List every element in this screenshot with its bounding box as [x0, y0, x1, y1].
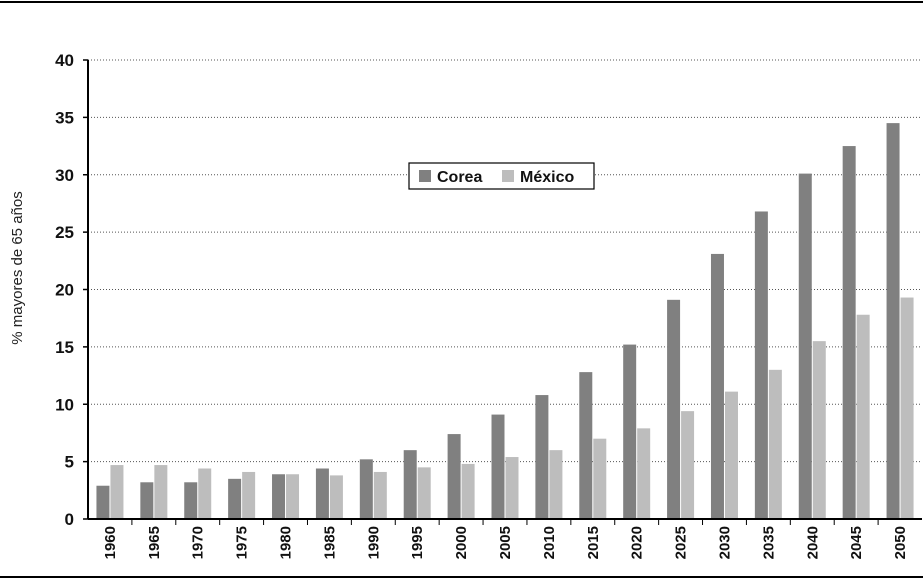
bar-mxico-2005 — [505, 457, 519, 519]
bar-mxico-1985 — [329, 475, 343, 519]
bar-mxico-1980 — [286, 474, 300, 519]
bar-mxico-1990 — [373, 471, 387, 519]
x-tick-label: 1990 — [365, 526, 382, 559]
x-tick-label: 2035 — [760, 526, 777, 559]
axes — [87, 60, 922, 520]
bar-corea-1970 — [184, 482, 198, 519]
y-tick-label: 5 — [65, 453, 74, 472]
bar-corea-2040 — [798, 173, 812, 520]
legend-swatch-corea — [419, 170, 431, 182]
x-tick-label: 2025 — [673, 526, 690, 559]
y-tick-label: 35 — [55, 108, 74, 127]
x-tick-label: 2030 — [716, 526, 733, 559]
bar-mxico-1965 — [154, 465, 168, 519]
bar-corea-2020 — [623, 344, 637, 519]
x-tick-label: 1965 — [146, 526, 163, 559]
x-tick-label: 2020 — [629, 526, 646, 559]
bar-corea-2030 — [710, 253, 724, 520]
bar-corea-2035 — [754, 211, 768, 519]
bar-corea-2050 — [886, 123, 900, 520]
bar-mxico-2015 — [593, 438, 607, 519]
legend: Corea México — [408, 162, 595, 190]
bar-corea-1960 — [96, 485, 110, 519]
x-tick-label: 1980 — [278, 526, 295, 559]
x-tick-label: 2010 — [541, 526, 558, 559]
x-tick-label: 1975 — [234, 526, 251, 559]
x-tick-label: 2015 — [585, 526, 602, 559]
x-tick-label: 1970 — [190, 526, 207, 559]
bar-mxico-1995 — [417, 467, 431, 519]
y-tick-label: 0 — [65, 510, 74, 529]
x-tick-label: 1960 — [102, 526, 119, 559]
y-tick-labels: 0 5 10 15 20 25 30 35 40 — [55, 51, 74, 529]
bar-mxico-2030 — [724, 391, 738, 519]
bar-corea-1990 — [359, 459, 373, 519]
bars — [96, 123, 914, 520]
bar-corea-1980 — [272, 474, 286, 519]
y-axis-label: % mayores de 65 años — [9, 191, 26, 344]
bar-mxico-2035 — [768, 369, 782, 519]
bar-corea-2015 — [579, 372, 593, 519]
bar-mxico-1960 — [110, 465, 124, 519]
x-tick-label: 2005 — [497, 526, 514, 559]
y-tick-label: 10 — [55, 395, 74, 414]
x-tick-labels: 1960 1965 1970 1975 1980 1985 1990 1995 2000 2005… — [102, 519, 909, 559]
y-tick-label: 20 — [55, 281, 74, 300]
legend-label-mxico: México — [520, 169, 574, 186]
bar-corea-1985 — [315, 468, 329, 519]
bar-mxico-2000 — [461, 463, 475, 519]
bar-corea-1975 — [228, 478, 242, 519]
bar-mxico-2020 — [637, 428, 651, 519]
bar-corea-2045 — [842, 146, 856, 519]
bar-corea-2000 — [447, 434, 461, 519]
y-tick-label: 15 — [55, 338, 74, 357]
bar-corea-2025 — [667, 299, 681, 519]
y-tick-label: 25 — [55, 223, 74, 242]
x-tick-label: 2050 — [892, 526, 909, 559]
legend-label-corea: Corea — [437, 169, 482, 186]
x-tick-label: 1985 — [321, 526, 338, 559]
bar-corea-1965 — [140, 482, 154, 519]
y-tick-label: 40 — [55, 51, 74, 70]
legend-swatch-mxico — [502, 170, 514, 182]
bar-mxico-2010 — [549, 450, 563, 519]
bar-mxico-2025 — [681, 411, 695, 519]
y-tick-label: 30 — [55, 166, 74, 185]
bar-mxico-2045 — [856, 314, 870, 519]
x-tick-label: 2000 — [453, 526, 470, 559]
x-tick-label: 2040 — [804, 526, 821, 559]
bar-mxico-1970 — [198, 468, 212, 519]
x-tick-label: 1995 — [409, 526, 426, 559]
bar-corea-2005 — [491, 414, 505, 519]
bar-corea-1995 — [403, 450, 417, 519]
x-tick-label: 2045 — [848, 526, 865, 559]
bar-mxico-1975 — [242, 471, 256, 519]
legend-box — [408, 162, 595, 190]
bar-mxico-2050 — [900, 297, 914, 519]
bar-mxico-2040 — [812, 341, 826, 519]
bar-corea-2010 — [535, 395, 549, 519]
